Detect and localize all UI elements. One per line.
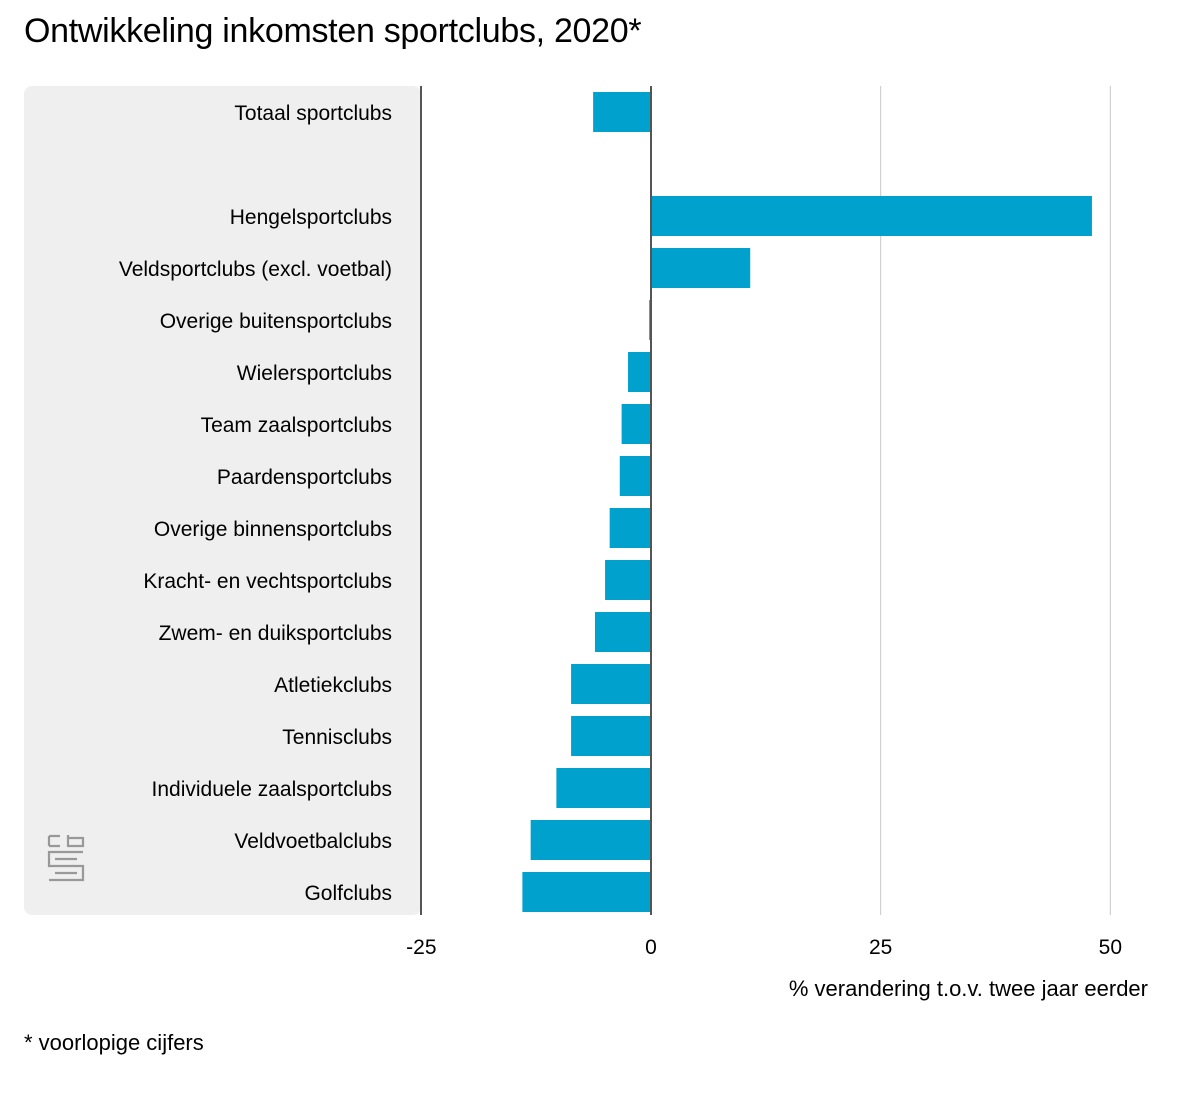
category-label: Golfclubs	[304, 882, 392, 905]
category-label: Hengelsportclubs	[230, 206, 392, 229]
bar	[593, 92, 651, 132]
category-label: Atletiekclubs	[274, 674, 392, 697]
category-label: Tennisclubs	[282, 726, 392, 749]
footnote: * voorlopige cijfers	[24, 1030, 204, 1055]
label-panel	[24, 86, 421, 915]
x-tick-label: 50	[1099, 936, 1122, 959]
bar	[619, 456, 651, 496]
bar	[522, 872, 651, 912]
x-tick-label: -25	[406, 936, 436, 959]
bar	[594, 612, 651, 652]
bar	[605, 560, 651, 600]
bar	[651, 248, 751, 288]
category-label: Kracht- en vechtsportclubs	[143, 570, 392, 593]
bar	[609, 508, 651, 548]
category-label: Veldsportclubs (excl. voetbal)	[119, 258, 392, 281]
cbs-logo-icon	[47, 834, 85, 882]
category-label: Wielersportclubs	[237, 362, 392, 385]
x-axis-label: % verandering t.o.v. twee jaar eerder	[789, 976, 1148, 1001]
category-label: Overige binnensportclubs	[154, 518, 392, 541]
bar	[651, 196, 1092, 236]
x-tick-label: 0	[645, 936, 657, 959]
category-label: Veldvoetbalclubs	[234, 830, 392, 853]
category-label: Overige buitensportclubs	[160, 310, 392, 333]
category-label: Zwem- en duiksportclubs	[159, 622, 392, 645]
bar	[621, 404, 651, 444]
category-label: Team zaalsportclubs	[201, 414, 392, 437]
bar-chart: Totaal sportclubs Hengelsportclubs Veldspo…	[24, 86, 1148, 1001]
category-labels: Totaal sportclubs Hengelsportclubs Veldspo…	[119, 102, 392, 905]
bar	[571, 716, 651, 756]
bar	[530, 820, 651, 860]
category-label: Individuele zaalsportclubs	[152, 778, 392, 801]
x-tick-labels: -25 0 25 50	[406, 936, 1122, 959]
bars	[522, 92, 1092, 912]
bar	[571, 664, 651, 704]
category-label: Totaal sportclubs	[234, 102, 392, 125]
chart-title: Ontwikkeling inkomsten sportclubs, 2020*	[24, 12, 642, 50]
bar	[628, 352, 651, 392]
category-label: Paardensportclubs	[217, 466, 392, 489]
bar	[556, 768, 651, 808]
x-tick-label: 25	[869, 936, 892, 959]
